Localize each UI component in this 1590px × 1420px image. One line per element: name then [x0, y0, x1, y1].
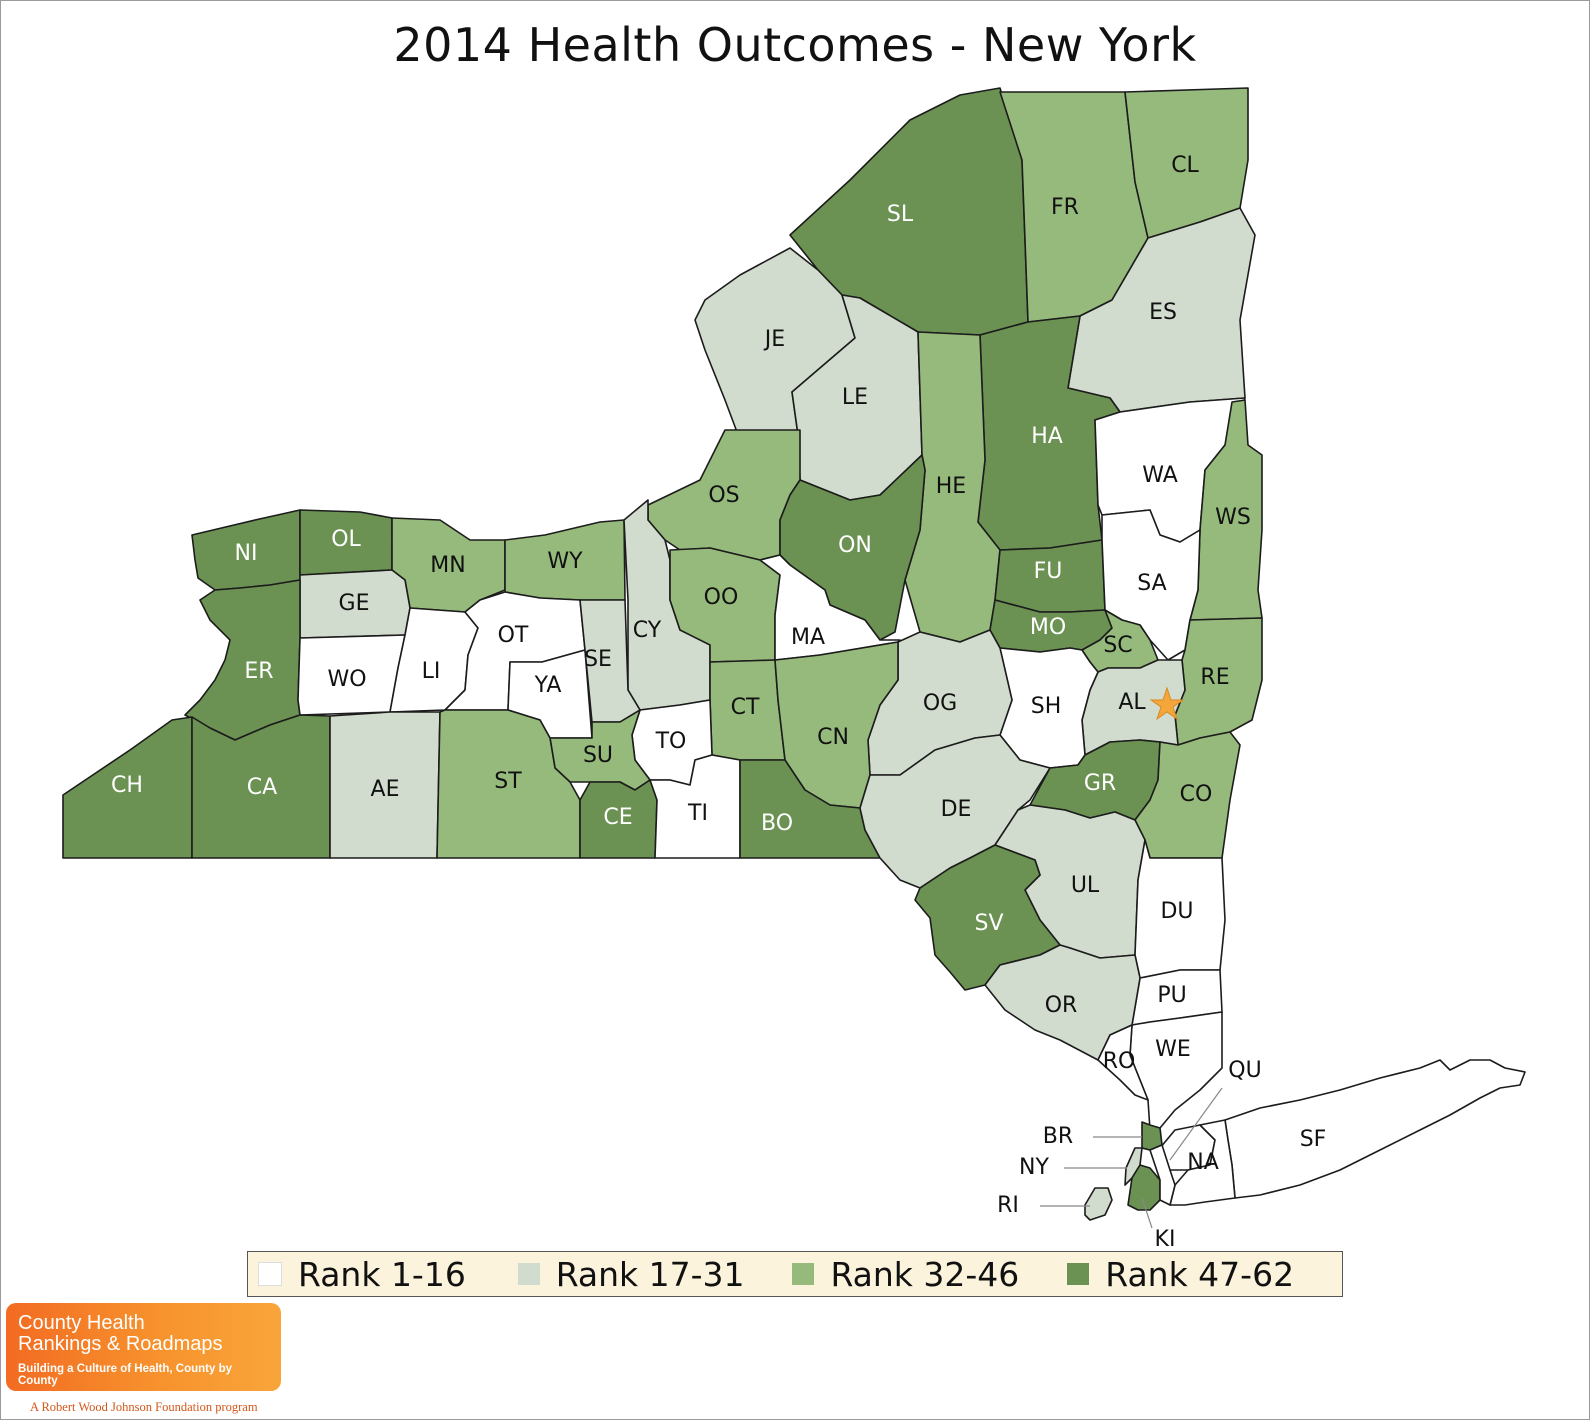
county-label-BO: BO [761, 811, 793, 836]
county-WE[interactable] [1129, 1011, 1223, 1131]
county-label-CE: CE [603, 805, 632, 830]
county-TI[interactable] [649, 754, 741, 859]
legend-swatch [258, 1262, 282, 1286]
county-label-LE: LE [842, 385, 868, 410]
county-label-TO: TO [655, 729, 687, 754]
county-label-PU: PU [1157, 983, 1186, 1008]
legend-swatch [517, 1263, 540, 1285]
county-label-OT: OT [498, 623, 529, 648]
legend-label: Rank 47-62 [1105, 1254, 1295, 1294]
county-label-HE: HE [936, 474, 966, 499]
county-label-LI: LI [422, 659, 441, 684]
county-label-CL: CL [1171, 153, 1199, 178]
county-label-OR: OR [1045, 993, 1078, 1018]
county-NA[interactable] [1169, 1119, 1236, 1206]
county-label-ST: ST [494, 769, 522, 794]
county-label-NA: NA [1187, 1150, 1219, 1175]
legend-label: Rank 1-16 [298, 1254, 466, 1294]
county-label-SA: SA [1137, 571, 1166, 596]
county-label-SC: SC [1103, 633, 1132, 658]
logo-line-1: County Health [18, 1312, 145, 1334]
legend-item-rank-17-31: Rank 17-31 [517, 1254, 793, 1294]
county-ER[interactable] [184, 579, 301, 741]
county-label-BR: BR [1043, 1124, 1073, 1149]
county-label-WO: WO [327, 667, 366, 692]
county-SF[interactable] [1224, 1059, 1526, 1199]
county-label-SL: SL [887, 202, 914, 227]
county-label-TI: TI [687, 801, 708, 826]
legend-item-rank-32-46: Rank 32-46 [792, 1255, 1067, 1294]
county-RI[interactable] [1084, 1187, 1113, 1221]
county-label-CN: CN [817, 725, 849, 750]
county-label-RE: RE [1200, 665, 1229, 690]
county-label-FR: FR [1051, 195, 1079, 220]
county-label-SH: SH [1031, 694, 1062, 719]
county-label-HA: HA [1031, 424, 1063, 449]
county-label-WA: WA [1142, 463, 1178, 488]
county-label-MN: MN [430, 553, 465, 578]
county-label-WE: WE [1155, 1037, 1191, 1062]
legend-item-rank-1-16: Rank 1-16 [258, 1255, 518, 1294]
county-label-SE: SE [584, 647, 612, 672]
legend-label: Rank 17-31 [555, 1254, 745, 1294]
county-label-FU: FU [1034, 559, 1063, 584]
leader-KI [1141, 1197, 1153, 1229]
county-QU-east[interactable] [1149, 1144, 1176, 1206]
county-label-CA: CA [247, 775, 277, 800]
county-label-CT: CT [731, 695, 760, 720]
county-health-rankings-logo[interactable]: County Health Rankings & Roadmaps Buildi… [6, 1303, 281, 1391]
county-label-AE: AE [371, 777, 400, 802]
county-label-DE: DE [941, 797, 972, 822]
logo-tagline: Building a Culture of Health, County by … [18, 1363, 233, 1387]
logo-sponsor: A Robert Wood Johnson Foundation program [30, 1400, 258, 1414]
county-label-MA: MA [791, 625, 825, 650]
county-label-AL: AL [1118, 690, 1146, 715]
county-label-CO: CO [1180, 782, 1213, 807]
county-label-DU: DU [1160, 899, 1193, 924]
county-label-GE: GE [339, 591, 370, 616]
county-label-MO: MO [1030, 615, 1066, 640]
county-ST[interactable] [436, 709, 581, 859]
county-label-KI: KI [1155, 1227, 1176, 1252]
county-label-NI: NI [235, 541, 258, 566]
legend: Rank 1-16 Rank 17-31 Rank 32-46 Rank 47-… [247, 1251, 1343, 1297]
county-label-CY: CY [633, 618, 662, 643]
county-label-UL: UL [1071, 873, 1100, 898]
county-label-GR: GR [1084, 771, 1116, 796]
county-label-YA: YA [534, 673, 562, 698]
county-label-SU: SU [583, 743, 613, 768]
county-OR[interactable] [984, 944, 1141, 1061]
county-label-NY: NY [1019, 1155, 1049, 1180]
county-MA[interactable] [759, 554, 901, 661]
county-label-QU: QU [1228, 1058, 1261, 1083]
logo-line-2: Rankings & Roadmaps [18, 1333, 223, 1355]
county-label-OS: OS [708, 483, 739, 508]
map-title: 2014 Health Outcomes - New York [393, 18, 1197, 72]
legend-swatch [1067, 1263, 1090, 1285]
county-label-CH: CH [111, 773, 143, 798]
leader-QU [1169, 1087, 1223, 1161]
county-label-RI: RI [997, 1193, 1019, 1218]
county-label-OO: OO [704, 585, 739, 610]
county-label-ON: ON [838, 533, 872, 558]
county-label-OG: OG [923, 691, 957, 716]
county-label-WS: WS [1215, 505, 1251, 530]
county-label-JE: JE [763, 327, 785, 352]
county-label-ES: ES [1149, 300, 1177, 325]
county-label-RO: RO [1103, 1049, 1136, 1074]
county-label-ER: ER [244, 659, 273, 684]
capital-star-icon [1149, 686, 1185, 721]
county-label-SF: SF [1300, 1127, 1327, 1152]
county-label-SV: SV [974, 911, 1003, 936]
legend-item-rank-47-62: Rank 47-62 [1067, 1255, 1342, 1294]
legend-swatch [792, 1263, 815, 1285]
county-RO[interactable] [1097, 1024, 1149, 1101]
legend-label: Rank 32-46 [830, 1254, 1020, 1294]
county-label-WY: WY [547, 549, 583, 574]
county-label-OL: OL [331, 527, 361, 552]
county-CA[interactable] [191, 714, 331, 859]
